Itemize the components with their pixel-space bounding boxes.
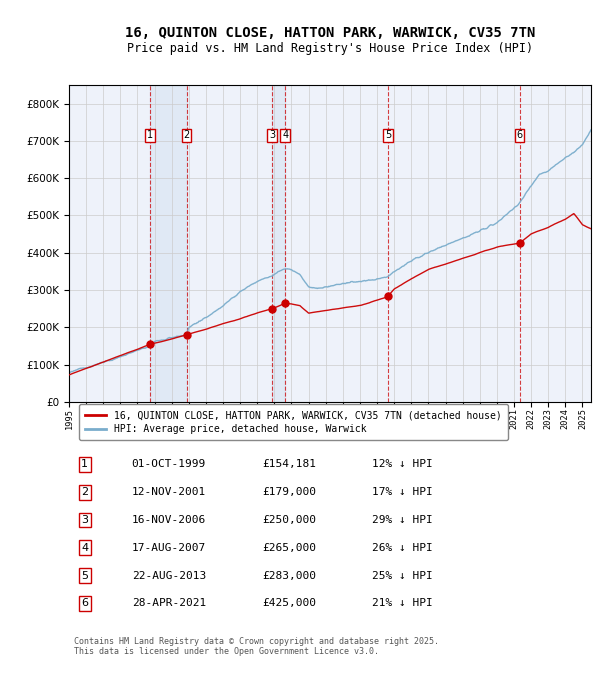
Text: 17-AUG-2007: 17-AUG-2007 [131,543,206,553]
Text: 12-NOV-2001: 12-NOV-2001 [131,487,206,497]
Text: 2: 2 [81,487,88,497]
Text: 1: 1 [81,460,88,469]
Bar [272,85,285,402]
Text: 5: 5 [81,571,88,581]
Text: 17% ↓ HPI: 17% ↓ HPI [372,487,433,497]
Text: 22-AUG-2013: 22-AUG-2013 [131,571,206,581]
Text: 01-OCT-1999: 01-OCT-1999 [131,460,206,469]
Text: 3: 3 [269,131,275,140]
Text: £425,000: £425,000 [262,598,316,609]
Text: 1: 1 [147,131,154,140]
Text: 26% ↓ HPI: 26% ↓ HPI [372,543,433,553]
Text: 28-APR-2021: 28-APR-2021 [131,598,206,609]
Text: £250,000: £250,000 [262,515,316,525]
Text: £265,000: £265,000 [262,543,316,553]
Text: 25% ↓ HPI: 25% ↓ HPI [372,571,433,581]
Text: 6: 6 [81,598,88,609]
Text: 4: 4 [282,131,288,140]
Text: 4: 4 [81,543,88,553]
Legend: 16, QUINTON CLOSE, HATTON PARK, WARWICK, CV35 7TN (detached house), HPI: Average: 16, QUINTON CLOSE, HATTON PARK, WARWICK,… [79,405,508,440]
Text: 2: 2 [184,131,190,140]
Text: £283,000: £283,000 [262,571,316,581]
Text: 16, QUINTON CLOSE, HATTON PARK, WARWICK, CV35 7TN: 16, QUINTON CLOSE, HATTON PARK, WARWICK,… [125,26,535,39]
Text: 29% ↓ HPI: 29% ↓ HPI [372,515,433,525]
Text: 6: 6 [517,131,523,140]
Text: 12% ↓ HPI: 12% ↓ HPI [372,460,433,469]
Text: 5: 5 [385,131,391,140]
Text: 16-NOV-2006: 16-NOV-2006 [131,515,206,525]
Text: 21% ↓ HPI: 21% ↓ HPI [372,598,433,609]
Bar [150,85,187,402]
Text: Contains HM Land Registry data © Crown copyright and database right 2025.
This d: Contains HM Land Registry data © Crown c… [74,636,439,656]
Text: £179,000: £179,000 [262,487,316,497]
Text: £154,181: £154,181 [262,460,316,469]
Text: Price paid vs. HM Land Registry's House Price Index (HPI): Price paid vs. HM Land Registry's House … [127,41,533,55]
Text: 3: 3 [81,515,88,525]
